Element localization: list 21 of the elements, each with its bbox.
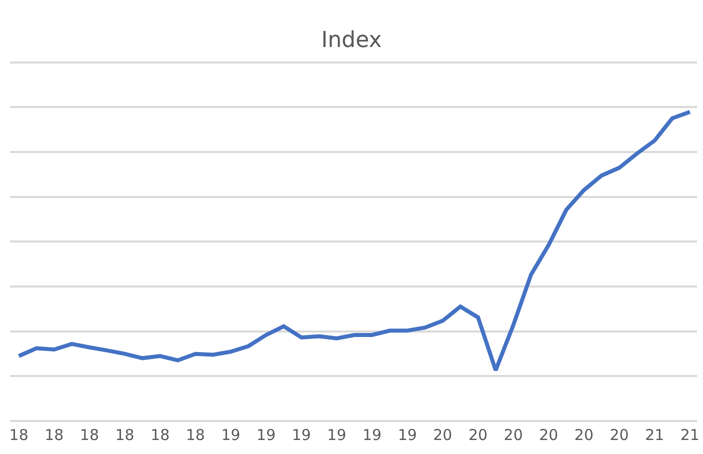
x-tick-label: 18	[9, 426, 28, 444]
x-tick-label: 20	[610, 426, 629, 444]
x-tick-label: 18	[115, 426, 134, 444]
x-tick-label: 20	[574, 426, 594, 444]
x-tick-label: 21	[645, 426, 664, 444]
x-tick-label: 19	[292, 426, 311, 444]
chart-title: Index	[321, 28, 382, 54]
x-tick-label: 18	[80, 426, 100, 444]
x-tick-label: 19	[362, 426, 382, 444]
x-tick-label: 18	[150, 426, 170, 444]
x-tick-label: 20	[433, 426, 452, 444]
x-tick-label: 19	[398, 426, 417, 444]
x-tick-label: 18	[44, 426, 64, 444]
x-tick-label: 20	[539, 426, 558, 444]
x-tick-label: 19	[221, 426, 240, 444]
x-tick-label: 19	[256, 426, 276, 444]
x-tick-label: 19	[327, 426, 346, 444]
x-tick-label: 18	[186, 426, 205, 444]
x-tick-label: 20	[504, 426, 523, 444]
x-tick-label: 20	[468, 426, 488, 444]
x-tick-label: 21	[680, 426, 700, 444]
